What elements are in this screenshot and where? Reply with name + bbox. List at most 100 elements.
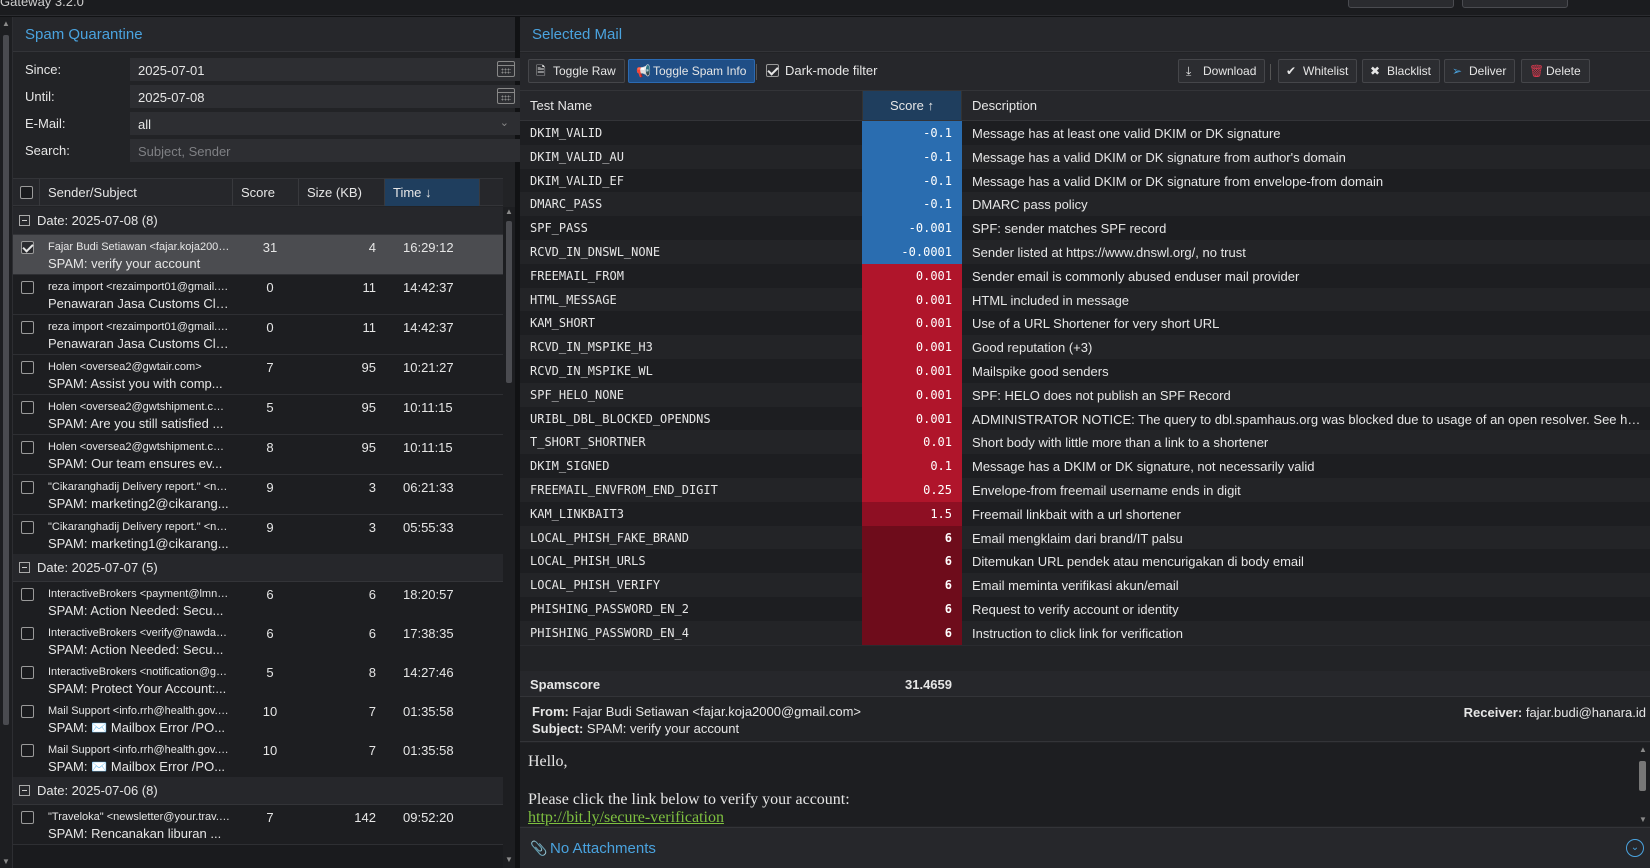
row-checkbox[interactable] (21, 361, 34, 374)
subject-label: Subject: (532, 721, 584, 736)
row-checkbox[interactable] (21, 666, 34, 679)
since-date-input[interactable]: 2025-07-01 (130, 58, 525, 81)
mail-row[interactable]: reza import <rezaimport01@gmail.com> Pen… (13, 315, 503, 355)
body-link[interactable]: http://bit.ly/secure-verification (528, 809, 724, 826)
date-group[interactable]: Date: 2025-07-06 (8) (13, 777, 503, 805)
mail-row[interactable]: reza import <rezaimport01@gmail.com> Pen… (13, 275, 503, 315)
scroll-up-icon[interactable]: ▲ (505, 207, 513, 216)
titlebar-button-2[interactable] (1462, 0, 1568, 8)
attachments-bar[interactable]: 📎 No Attachments ⌄ (520, 827, 1650, 868)
col-sender-subject[interactable]: Sender/Subject (40, 179, 233, 206)
test-score: 0.01 (862, 430, 962, 455)
mail-row[interactable]: Mail Support <info.rrh@health.gov...> SP… (13, 738, 503, 778)
mail-row[interactable]: "Cikaranghadij Delivery report." <norepl… (13, 515, 503, 555)
test-description: SPF: HELO does not publish an SPF Record (972, 387, 1231, 403)
row-checkbox[interactable] (21, 441, 34, 454)
scroll-up-icon[interactable]: ▲ (2, 19, 10, 28)
outer-scrollbar[interactable]: ▲ ▼ (0, 17, 13, 868)
mail-row[interactable]: Fajar Budi Setiawan <fajar.koja2000@gmai… (13, 235, 503, 275)
download-button[interactable]: ⤓ Download (1178, 59, 1266, 83)
row-checkbox[interactable] (21, 588, 34, 601)
row-checkbox[interactable] (21, 321, 34, 334)
test-name: PHISHING_PASSWORD_EN_2 (530, 602, 689, 616)
mail-row[interactable]: Holen <oversea2@gwtair.com> SPAM: Assist… (13, 355, 503, 395)
dark-mode-filter-toggle[interactable]: Dark-mode filter (766, 63, 877, 78)
search-input[interactable]: Subject, Sender (130, 139, 525, 162)
test-name: RCVD_IN_MSPIKE_WL (530, 364, 653, 378)
select-all-checkbox[interactable] (20, 186, 33, 199)
scroll-down-icon[interactable]: ▼ (1639, 815, 1647, 824)
row-score: 6 (266, 587, 274, 602)
mail-body-scrollbar[interactable]: ▲ ▼ (1635, 743, 1650, 826)
calendar-icon[interactable] (497, 61, 515, 77)
chevron-down-icon[interactable]: ⌄ (499, 117, 509, 129)
date-group[interactable]: Date: 2025-07-07 (5) (13, 554, 503, 582)
row-checkbox[interactable] (21, 811, 34, 824)
test-name: LOCAL_PHISH_FAKE_BRAND (530, 530, 689, 545)
col-test-score[interactable]: Score ↑ (862, 91, 962, 120)
row-sender: InteractiveBrokers <verify@nawda...> (48, 627, 230, 639)
until-date-input[interactable]: 2025-07-08 (130, 85, 525, 108)
row-subject: SPAM: Action Needed: Secu... (48, 603, 224, 618)
toggle-spam-info-button[interactable]: 📢 Toggle Spam Info (628, 59, 756, 83)
mail-row[interactable]: InteractiveBrokers <payment@lmn...> SPAM… (13, 582, 503, 622)
spam-test-row: KAM_LINKBAIT3 1.5 Freemail linkbait with a… (520, 501, 1650, 527)
mail-row[interactable]: "Cikaranghadij Delivery report." <norepl… (13, 475, 503, 515)
col-time[interactable]: Time ↓ (385, 179, 480, 206)
scroll-down-icon[interactable]: ▼ (505, 855, 513, 864)
test-description: Ditemukan URL pendek atau mencurigakan d… (972, 554, 1304, 570)
row-size: 95 (361, 360, 376, 375)
row-checkbox[interactable] (21, 481, 34, 494)
mail-row[interactable]: InteractiveBrokers <notification@g...> S… (13, 660, 503, 700)
row-subject: SPAM: Protect Your Account:... (48, 681, 227, 696)
blacklist-button[interactable]: ✖ Blacklist (1362, 59, 1441, 83)
row-checkbox[interactable] (21, 281, 34, 294)
date-group[interactable]: Date: 2025-07-08 (8) (13, 207, 503, 235)
test-name: T_SHORT_SHORTNER (530, 435, 646, 450)
scrollbar-thumb[interactable] (3, 35, 9, 725)
mail-row[interactable]: Holen <oversea2@gwtshipment.com> SPAM: O… (13, 435, 503, 475)
col-size[interactable]: Size (KB) (299, 179, 385, 206)
scroll-down-icon[interactable]: ▼ (2, 857, 10, 866)
row-checkbox[interactable] (21, 521, 34, 534)
mail-list-scrollbar[interactable]: ▲ ▼ (503, 207, 515, 868)
delete-button[interactable]: 🗑 Delete (1521, 59, 1590, 83)
col-score[interactable]: Score (233, 179, 299, 206)
panel-title-quarantine: Spam Quarantine (13, 17, 515, 52)
email-select[interactable]: all (130, 112, 525, 135)
scroll-up-icon[interactable]: ▲ (1639, 745, 1647, 754)
row-checkbox[interactable] (21, 744, 34, 757)
titlebar-button-1[interactable] (1348, 0, 1454, 8)
test-description: SPF: sender matches SPF record (972, 221, 1167, 237)
col-description[interactable]: Description (972, 98, 1038, 113)
collapse-icon[interactable] (19, 215, 30, 226)
mail-row[interactable]: InteractiveBrokers <verify@nawda...> SPA… (13, 621, 503, 661)
collapse-icon[interactable] (19, 562, 30, 573)
scrollbar-thumb[interactable] (506, 221, 512, 383)
row-score: 5 (266, 665, 274, 680)
toggle-raw-button[interactable]: 🗎 Toggle Raw (528, 59, 625, 83)
row-checkbox[interactable] (21, 627, 34, 640)
deliver-button[interactable]: ➢ Deliver (1444, 59, 1516, 83)
mail-row[interactable]: Mail Support <info.rrh@health.gov...> SP… (13, 699, 503, 739)
mail-row[interactable]: Holen <oversea2@gwtshipment.com> SPAM: A… (13, 395, 503, 435)
row-subject: SPAM: ✉️ Mailbox Error /PO... (48, 759, 226, 774)
expand-chevron-icon[interactable]: ⌄ (1626, 839, 1644, 857)
check-icon: ✔ (1286, 64, 1297, 78)
row-checkbox[interactable] (21, 401, 34, 414)
subject-value: SPAM: verify your account (586, 721, 740, 736)
row-checkbox[interactable] (21, 241, 34, 254)
whitelist-button[interactable]: ✔ Whitelist (1278, 59, 1358, 83)
test-score: -0.0001 (862, 240, 962, 264)
calendar-icon[interactable] (497, 88, 515, 104)
spam-test-row: RCVD_IN_DNSWL_NONE -0.0001 Sender listed a… (520, 240, 1650, 265)
test-name: SPF_PASS (530, 221, 588, 236)
row-time: 09:52:20 (403, 810, 454, 825)
row-checkbox[interactable] (21, 705, 34, 718)
spam-test-row: PHISHING_PASSWORD_EN_4 6 Instruction to cl… (520, 620, 1650, 646)
col-test-name[interactable]: Test Name (530, 98, 593, 113)
collapse-icon[interactable] (19, 785, 30, 796)
dark-mode-filter-checkbox[interactable] (766, 64, 779, 77)
mail-row[interactable]: "Traveloka" <newsletter@your.trav...> SP… (13, 805, 503, 845)
scrollbar-thumb[interactable] (1639, 761, 1646, 791)
